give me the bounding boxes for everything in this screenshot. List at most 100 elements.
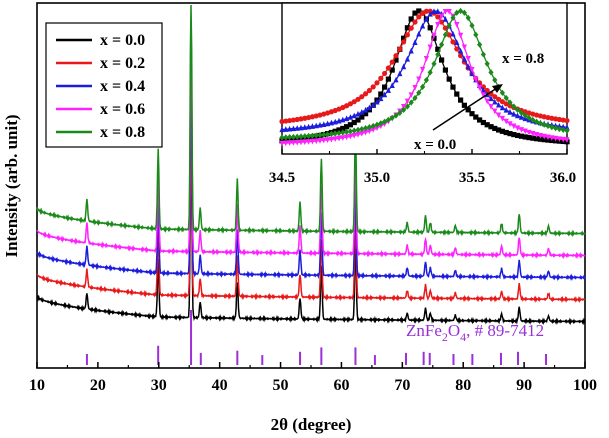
inset-marker [294,139,300,146]
inset-marker [279,134,285,141]
inset-marker [484,122,490,128]
inset-marker [442,67,448,73]
inset-marker [359,125,365,133]
inset-marker [435,22,441,28]
inset-marker [393,53,399,59]
inset-marker [366,104,372,111]
inset-marker [412,39,418,46]
inset-marker [492,125,498,132]
inset-marker [439,19,445,25]
inset-marker [306,139,312,145]
inset-marker [492,108,498,115]
inset-marker [363,129,369,136]
inset-marker [317,138,323,144]
inset-marker [309,123,315,129]
inset-marker [397,70,403,77]
inset-marker [492,76,498,84]
inset-marker [488,69,494,76]
inset-marker [298,124,304,131]
inset-marker [340,129,346,136]
reference-lines [85,310,548,365]
inset-marker [321,121,327,127]
inset-marker [556,136,562,143]
inset-marker [458,7,464,15]
inset-marker [450,84,456,90]
inset-marker [279,118,285,125]
x-axis-ticks: 10 20 30 40 50 60 70 80 90 100 [29,362,597,394]
x-tick-label: 20 [90,377,106,394]
inset-marker [534,136,540,142]
inset-marker [496,101,502,108]
xrd-curve-02 [36,102,586,304]
inset-marker [287,140,293,147]
inset-arrow-end-label: x = 0.8 [502,51,544,67]
inset-marker [465,14,471,21]
inset-marker [344,128,350,136]
inset-marker [488,103,494,110]
inset-marker [465,107,471,113]
xrd-curve-00 [36,141,586,326]
inset-marker [499,89,505,96]
inset-marker [526,134,532,141]
inset-marker [439,41,445,48]
inset-marker [458,32,464,39]
inset-marker [355,96,361,102]
inset-marker [351,112,357,119]
inset-marker [564,127,570,134]
inset-marker [416,8,422,14]
inset-marker [496,112,502,119]
inset-marker [302,133,308,140]
inset-marker [416,30,422,37]
inset-marker [446,76,452,82]
inset-marker [435,8,441,14]
inset-marker [283,118,289,124]
inset-marker [526,114,532,121]
inset-marker [473,114,479,120]
inset-marker [564,137,570,144]
inset-marker [366,128,372,135]
x-tick-label: 70 [394,377,410,394]
inset-marker [477,84,483,91]
inset-marker [404,25,410,31]
x-tick-label: 80 [455,377,471,394]
inset-marker [313,132,319,139]
inset-marker [306,123,312,130]
inset-marker [553,135,559,142]
inset-marker [393,76,399,83]
inset-marker [461,55,467,62]
inset-marker [469,111,475,117]
inset-marker [401,106,407,114]
inset-marker [537,136,543,142]
inset-marker [442,9,448,15]
inset-marker [530,116,536,123]
inset-marker [363,106,369,113]
inset-marker [385,116,391,123]
inset-marker [317,121,323,128]
inset-marker [499,99,505,105]
inset-marker [404,55,410,62]
inset-marker [420,66,426,73]
inset-marker [503,129,509,136]
inset-marker [351,119,357,126]
inset-marker [518,127,524,133]
inset-marker [515,106,521,114]
inset-marker [537,132,543,139]
inset-marker [420,83,426,90]
inset-marker [507,130,513,137]
inset-marker [401,63,407,70]
inset-marker [423,56,429,62]
inset-marker [484,87,490,94]
inset-x-tick-label: 36.0 [550,170,576,186]
inset-marker [492,98,498,105]
inset-marker [370,101,376,108]
inset-x-tick-label: 35.5 [459,170,485,186]
inset-marker [477,117,483,123]
inset-marker [344,134,350,141]
inset-marker [530,135,536,141]
inset-marker [317,132,323,139]
inset-marker [461,9,467,16]
inset-marker [556,116,563,123]
inset-marker [560,136,566,143]
inset-marker [374,80,380,86]
